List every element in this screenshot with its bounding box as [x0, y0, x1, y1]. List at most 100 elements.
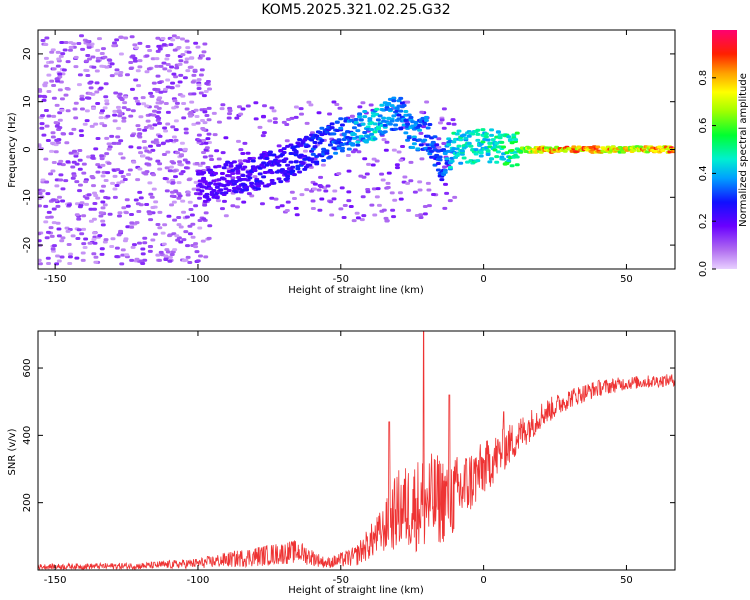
- spectrogram-cell: [152, 232, 158, 236]
- spectrogram-cell: [418, 143, 424, 147]
- spectrogram-cell: [57, 72, 63, 76]
- spectrogram-cell: [122, 95, 128, 99]
- spectrogram-cell: [92, 241, 98, 245]
- spectrogram-cell: [99, 109, 105, 113]
- spectrogram-cell: [196, 87, 202, 91]
- spectrogram-cell: [95, 136, 101, 140]
- spectrogram-cell: [140, 154, 146, 158]
- spectrogram-cell: [336, 172, 342, 176]
- spectrogram-cell: [290, 165, 296, 169]
- spectrogram-cell: [197, 56, 203, 60]
- spectrogram-cell: [281, 120, 287, 124]
- spectrogram-cell: [101, 184, 107, 188]
- spectrogram-cell: [227, 109, 233, 113]
- spectrogram-cell: [297, 170, 303, 174]
- spectrogram-cell: [403, 131, 409, 135]
- spectrogram-cell: [46, 73, 52, 77]
- spectrogram-cell: [95, 170, 101, 174]
- spectrogram-cell: [197, 254, 203, 258]
- spectrogram-cell: [133, 78, 139, 82]
- spectrogram-cell: [99, 52, 105, 56]
- spectrogram-cell: [211, 111, 217, 115]
- spectrogram-cell: [135, 124, 141, 128]
- spectrogram-cell: [421, 125, 427, 129]
- spectrogram-cell: [113, 91, 119, 95]
- spectrogram-cell: [304, 188, 310, 192]
- colorbar: 0.0 0.2 0.4 0.6 0.8 Normalized spectral ampl…: [698, 30, 749, 277]
- spectrogram-cell: [189, 213, 195, 217]
- snr-panel: -150 -100 -50 0 50 200 400 600 Height of strai…: [7, 330, 676, 596]
- spectrogram-cell: [380, 178, 386, 182]
- spectrogram-cell: [487, 160, 493, 164]
- spectrogram-cell: [118, 71, 124, 75]
- spectrogram-cell: [245, 159, 251, 163]
- spectrogram-cell: [249, 181, 255, 185]
- spectrogram-cell: [138, 196, 144, 200]
- spectrogram-cell: [57, 195, 63, 199]
- spectrogram-cell: [338, 117, 344, 121]
- spectrogram-cell: [82, 122, 88, 126]
- spectrogram-cell: [43, 157, 49, 161]
- spectrogram-cell: [362, 109, 368, 113]
- spectrogram-y-ticks: -20 -10 0 10 20: [22, 48, 675, 253]
- spectrogram-cell: [106, 147, 112, 151]
- spectrogram-cell: [118, 152, 124, 156]
- spectrogram-cell: [49, 149, 55, 153]
- spectrogram-cell: [56, 259, 62, 263]
- spectrogram-cell: [138, 259, 144, 263]
- snr-y-label: SNR (v/v): [7, 428, 18, 475]
- spectrogram-cell: [391, 148, 397, 152]
- snr-frame: [37, 330, 676, 571]
- spectrogram-cell: [99, 252, 105, 256]
- spectrogram-cell: [172, 248, 178, 252]
- spectrogram-cell: [199, 68, 205, 72]
- spectrogram-cell: [125, 108, 131, 112]
- spectrogram-cell: [444, 191, 450, 195]
- spectrogram-cell: [638, 145, 644, 149]
- spectrogram-cell: [293, 160, 299, 164]
- spectrogram-cell: [203, 141, 209, 145]
- spectrogram-cell: [156, 110, 162, 114]
- spectrogram-cell: [91, 252, 97, 256]
- spectrogram-cell: [166, 214, 172, 218]
- spectrogram-cell: [159, 100, 165, 104]
- spectrogram-cell: [154, 57, 160, 61]
- spectrogram-cell: [253, 117, 259, 121]
- spectrogram-cell: [162, 87, 168, 91]
- spectrogram-cell: [242, 141, 248, 145]
- spectrogram-cell: [185, 160, 191, 164]
- spectrogram-cell: [105, 114, 111, 118]
- spectrogram-cell: [157, 80, 163, 84]
- spectrogram-cell: [468, 144, 474, 148]
- spectrogram-cell: [61, 68, 67, 72]
- spectrogram-cell: [329, 122, 335, 126]
- spectrogram-cell: [302, 138, 308, 142]
- spectrogram-cell: [360, 122, 366, 126]
- spectrogram-cell: [92, 201, 98, 205]
- spectrogram-cell: [44, 180, 50, 184]
- spectrogram-cell: [197, 226, 203, 230]
- spectrogram-cell: [435, 161, 441, 165]
- spectrogram-cell: [151, 81, 157, 85]
- spectrogram-cell: [397, 191, 403, 195]
- spectrogram-cell: [147, 157, 153, 161]
- spectrogram-cell: [319, 197, 325, 201]
- spectrogram-cell: [174, 234, 180, 238]
- spectrogram-cell: [177, 62, 183, 66]
- spectrogram-cell: [226, 116, 232, 120]
- spectrogram-cell: [73, 65, 79, 69]
- spectrogram-cell: [55, 221, 61, 225]
- spectrogram-cell: [155, 49, 161, 53]
- spectrogram-cell: [171, 135, 177, 139]
- spectrogram-cell: [444, 157, 450, 161]
- spectrogram-cell: [316, 111, 322, 115]
- spectrogram-cell: [435, 168, 441, 172]
- spectrogram-cell: [114, 68, 120, 72]
- spectrogram-cell: [261, 161, 267, 165]
- spectrogram-cell: [72, 149, 78, 153]
- spectrogram-cell: [324, 130, 330, 134]
- spectrogram-cell: [87, 81, 93, 85]
- spectrogram-cell: [171, 169, 177, 173]
- spectrogram-cell: [157, 226, 163, 230]
- x-tick-label: 0: [480, 575, 486, 586]
